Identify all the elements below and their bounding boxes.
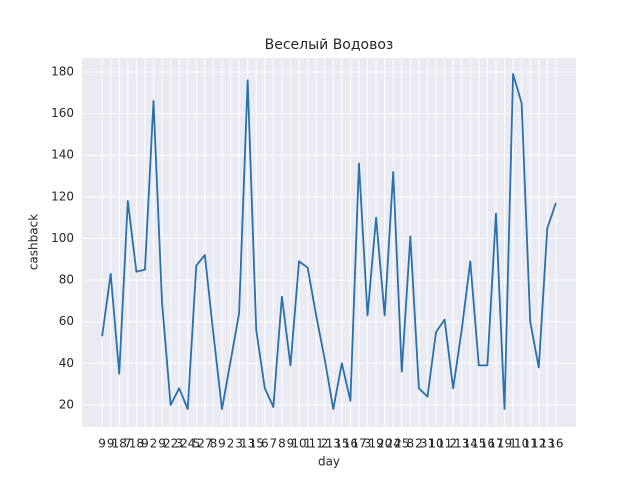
x-tick-label: 3 [235,437,243,451]
x-tick-label: 31 [420,437,435,451]
y-tick-label: 20 [59,397,74,411]
x-tick-label: 22 [163,437,178,451]
x-tick-label: 15 [334,437,349,451]
x-tick-label: 2 [321,437,329,451]
x-tick-label: 24 [180,437,195,451]
x-tick-label: 11 [523,437,538,451]
x-tick-label: 2 [449,437,457,451]
x-tick-label: 15 [249,437,264,451]
x-tick-label: 8 [407,437,415,451]
x-tick-label: 20 [377,437,392,451]
x-tick-label: 24 [386,437,401,451]
x-tick-label: 8 [210,437,218,451]
x-tick-label: 18 [112,437,127,451]
x-tick-label: 11 [437,437,452,451]
x-tick-label: 18 [129,437,144,451]
x-tick-label: 25 [394,437,409,451]
x-tick-label: 3 [175,437,183,451]
y-tick-label: 120 [51,189,74,203]
y-tick-label: 140 [51,148,74,162]
x-tick-label: 9 [107,437,115,451]
x-tick-label: 5 [192,437,200,451]
x-tick-label: 19 [368,437,383,451]
y-tick-label: 60 [59,314,74,328]
x-tick-label: 12 [531,437,546,451]
x-tick-label: 9 [218,437,226,451]
x-tick-label: 16 [343,437,358,451]
x-tick-label: 27 [197,437,212,451]
x-tick-label: 17 [488,437,503,451]
x-tick-label: 11 [309,437,324,451]
x-tick-label: 1 [509,437,517,451]
y-tick-label: 160 [51,106,74,120]
x-tick-label: 8 [278,437,286,451]
x-tick-label: 2 [415,437,423,451]
x-tick-label: 1 [304,437,312,451]
x-tick-label: 10 [428,437,443,451]
x-tick-label: 9 [158,437,166,451]
x-tick-label: 7 [270,437,278,451]
x-tick-label: 13 [326,437,341,451]
x-tick-label: 13 [540,437,555,451]
x-axis-label: day [318,455,340,469]
x-tick-label: 9 [287,437,295,451]
x-tick-label: 3 [364,437,372,451]
x-tick-label: 6 [261,437,269,451]
y-tick-label: 40 [59,356,74,370]
x-tick-label: 2 [150,437,158,451]
x-tick-label: 16 [548,437,563,451]
y-tick-label: 100 [51,231,74,245]
x-tick-label: 13 [454,437,469,451]
x-tick-label: 13 [240,437,255,451]
x-tick-label: 17 [351,437,366,451]
x-tick-label: 2 [227,437,235,451]
y-axis-label: cashback [27,214,41,270]
x-tick-label: 16 [480,437,495,451]
y-tick-label: 180 [51,64,74,78]
x-tick-label: 10 [291,437,306,451]
x-tick-label: 19 [497,437,512,451]
x-tick-label: 9 [98,437,106,451]
y-tick-label: 80 [59,273,74,287]
x-tick-label: 10 [514,437,529,451]
line [101,73,557,410]
x-tick-label: 15 [471,437,486,451]
x-tick-label: 9 [141,437,149,451]
x-tick-label: 14 [463,437,478,451]
chart-title: Веселый Водовоз [265,37,394,53]
x-tick-label: 7 [124,437,132,451]
